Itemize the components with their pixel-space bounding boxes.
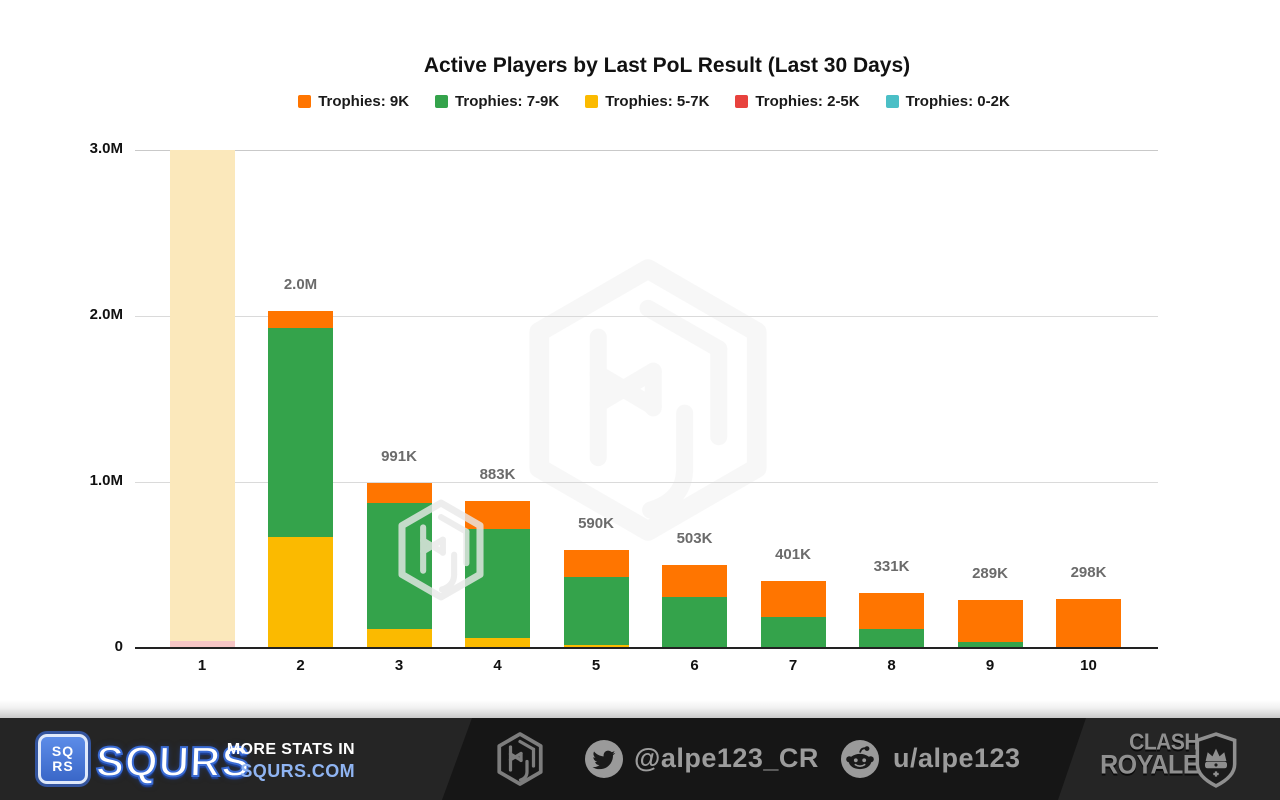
bar-segment xyxy=(760,581,826,617)
x-axis-category-label: 5 xyxy=(591,657,601,674)
bar-segment xyxy=(169,150,235,642)
bar-total-label: 883K xyxy=(479,466,516,484)
bar-segment xyxy=(662,596,727,647)
royale-text: ROYALE xyxy=(1100,749,1199,781)
royaleapi-logo-icon xyxy=(497,732,543,786)
legend-label: Trophies: 2-5K xyxy=(755,93,860,110)
legend-swatch-icon xyxy=(298,95,312,108)
bar-segment xyxy=(268,327,333,537)
gridline xyxy=(135,316,1158,317)
clash-royale-wordmark: CLASH ROYALE xyxy=(1100,730,1199,781)
bar-segment xyxy=(268,536,333,648)
twitter-handle: @alpe123_CR xyxy=(634,743,819,773)
legend-item: Trophies: 5-7K xyxy=(585,93,709,110)
bar-segment xyxy=(563,550,629,578)
royaleapi-watermark-icon xyxy=(517,252,779,548)
more-stats-text: MORE STATS IN xyxy=(226,741,355,758)
bar-segment xyxy=(563,577,629,645)
y-axis-tick-label: 2.0M xyxy=(89,306,123,323)
chart-legend: Trophies: 9K Trophies: 7-9K Trophies: 5-7K… xyxy=(0,93,1280,110)
x-axis-category-label: 3 xyxy=(394,657,404,674)
royaleapi-watermark-small-icon xyxy=(394,497,488,603)
reddit-icon xyxy=(841,740,879,778)
legend-swatch-icon xyxy=(885,95,899,108)
gridline xyxy=(135,150,1158,151)
clash-royale-shield-icon xyxy=(1195,732,1237,788)
x-axis-line xyxy=(135,647,1158,649)
y-axis-tick-label: 3.0M xyxy=(89,140,123,157)
x-axis-category-label: 7 xyxy=(788,657,798,674)
twitter-icon xyxy=(585,740,623,778)
legend-item: Trophies: 2-5K xyxy=(735,93,860,110)
clash-text: CLASH xyxy=(1129,730,1199,755)
bar-segment xyxy=(563,644,629,648)
bar-total-label: 2.0M xyxy=(283,276,318,294)
x-axis-category-label: 10 xyxy=(1080,657,1097,674)
more-stats-block: MORE STATS IN SQURS.COM xyxy=(225,741,355,782)
x-axis-category-label: 6 xyxy=(690,657,699,674)
x-axis-category-label: 8 xyxy=(887,657,896,674)
squrs-logo-line2: RS xyxy=(52,758,74,774)
footer-bar: SQ RS SQURS MORE STATS IN SQURS.COM @alp… xyxy=(0,718,1280,800)
x-axis-category-label: 2 xyxy=(296,657,305,674)
bar-segment xyxy=(366,483,432,504)
footer-right-panel xyxy=(1058,718,1280,800)
legend-item: Trophies: 0-2K xyxy=(885,93,1010,110)
bar-total-label: 289K xyxy=(972,565,1008,583)
bar-total-label: 590K xyxy=(578,515,614,533)
bar-segment xyxy=(662,564,727,597)
legend-label: Trophies: 0-2K xyxy=(905,93,1010,110)
legend-label: Trophies: 5-7K xyxy=(605,93,710,110)
bar-total-label: 991K xyxy=(381,448,417,466)
legend-item: Trophies: 9K xyxy=(298,93,409,110)
reddit-handle: u/alpe123 xyxy=(893,743,1021,773)
chart-title: Active Players by Last PoL Result (Last … xyxy=(423,54,911,77)
bar-total-label: 503K xyxy=(676,529,713,547)
footer-top-gradient xyxy=(0,700,1280,718)
x-axis-category-label: 4 xyxy=(493,657,502,674)
bar-total-label: 331K xyxy=(873,558,910,576)
squrs-com-link: SQURS.COM xyxy=(240,761,355,781)
bar-segment xyxy=(169,641,235,648)
bar-segment xyxy=(268,311,333,328)
x-axis-category-label: 1 xyxy=(197,657,207,674)
x-axis-category-label: 9 xyxy=(985,657,995,674)
gridline xyxy=(135,482,1158,483)
y-axis-tick-label: 1.0M xyxy=(89,472,123,489)
bar-total-label: 401K xyxy=(775,546,811,564)
bar-segment xyxy=(859,593,924,629)
clash-royale-logo: CLASH ROYALE xyxy=(1100,731,1237,788)
bar-segment xyxy=(465,528,530,638)
bar-segment xyxy=(957,642,1023,648)
squrs-logo-line1: SQ xyxy=(51,742,75,759)
bar-segment xyxy=(859,628,924,648)
legend-swatch-icon xyxy=(585,95,599,108)
legend-item: Trophies: 7-9K xyxy=(435,93,559,110)
chart-area: 3.0M 2.0M 1.0M 0 1 2.0M 2 991K 3 883K 4 590K 5 503K 6 4… xyxy=(89,140,1158,674)
bar-segment xyxy=(465,637,530,648)
bar-segment xyxy=(1056,598,1121,647)
y-axis-tick-label: 0 xyxy=(114,638,123,655)
bar-segment xyxy=(366,628,432,648)
bar-segment xyxy=(957,600,1023,642)
legend-label: Trophies: 7-9K xyxy=(455,93,560,110)
bar-total-label: 298K xyxy=(1070,563,1107,581)
legend-swatch-icon xyxy=(435,95,449,108)
legend-swatch-icon xyxy=(735,95,749,108)
bar-segment xyxy=(760,616,826,648)
legend-label: Trophies: 9K xyxy=(318,93,410,110)
squrs-logo: SQ RS xyxy=(38,734,88,784)
